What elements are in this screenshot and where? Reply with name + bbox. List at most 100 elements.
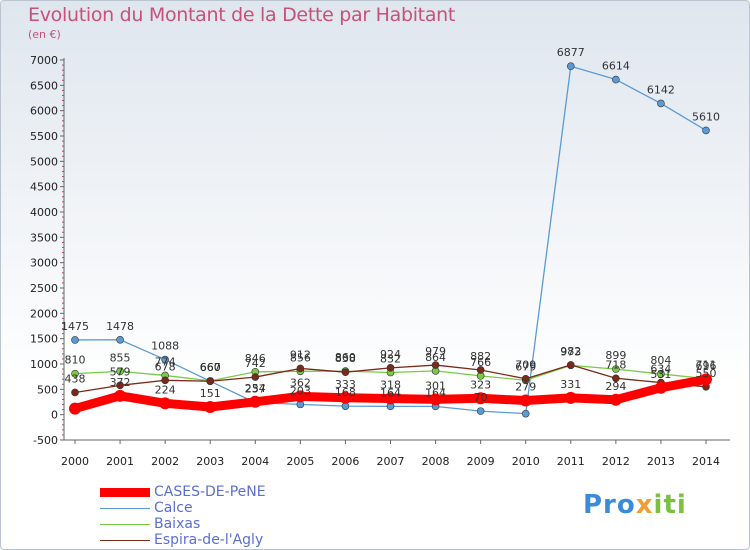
data-label: 1088	[151, 340, 179, 353]
data-label: 331	[560, 378, 581, 391]
data-label: 279	[515, 381, 536, 394]
data-label: 832	[380, 353, 401, 366]
data-label: 864	[425, 351, 446, 364]
data-point	[294, 390, 307, 403]
data-point	[71, 369, 79, 378]
data-label: 237	[245, 383, 266, 396]
data-point	[71, 336, 79, 344]
data-point	[431, 361, 440, 369]
data-label: 168	[335, 386, 356, 399]
y-tick-label: 4500	[30, 181, 58, 194]
data-label: 6614	[602, 60, 630, 73]
data-point	[69, 402, 81, 415]
data-label: 1475	[61, 320, 89, 333]
data-label: 362	[290, 376, 311, 389]
data-point	[341, 368, 350, 377]
data-label: 855	[110, 351, 131, 364]
data-label: 224	[155, 383, 176, 396]
data-label: 667	[200, 361, 221, 374]
data-point	[700, 373, 712, 386]
legend-label: Calce	[154, 500, 193, 516]
x-tick-label: 2008	[422, 455, 450, 468]
data-label: 678	[155, 360, 176, 373]
data-label: 294	[605, 380, 626, 393]
data-point	[654, 381, 667, 394]
data-label: 810	[65, 354, 86, 367]
data-point	[159, 397, 172, 410]
legend-label: Baixas	[154, 516, 201, 532]
data-label: 774	[155, 355, 176, 368]
data-point	[657, 99, 665, 108]
data-label: 531	[650, 368, 671, 381]
x-tick-label: 2010	[512, 455, 540, 468]
data-label: 164	[380, 386, 401, 399]
data-point	[657, 370, 665, 378]
data-label: 709	[515, 359, 536, 372]
data-label: 660	[200, 361, 221, 374]
y-tick-label: -500	[33, 434, 58, 447]
data-label: 333	[335, 378, 356, 391]
data-label: 254	[245, 382, 266, 395]
data-label: 318	[380, 379, 401, 392]
chart-unit-label: (en €)	[28, 28, 61, 41]
data-label: 634	[650, 363, 671, 376]
data-label: 323	[470, 378, 491, 391]
logo-part-1: Pro	[583, 490, 636, 520]
data-label: 882	[470, 350, 491, 363]
data-point	[384, 392, 397, 405]
y-tick-label: 6500	[30, 79, 58, 92]
data-label: 6877	[557, 46, 585, 59]
data-point	[476, 366, 485, 374]
x-tick-label: 2002	[151, 455, 179, 468]
data-label: 979	[425, 345, 446, 358]
x-tick-label: 2005	[286, 455, 314, 468]
data-point	[521, 409, 530, 418]
legend-swatch	[100, 524, 150, 525]
chart-title: Evolution du Montant de la Dette par Hab…	[28, 4, 456, 26]
data-point	[161, 376, 169, 385]
data-label: 982	[560, 345, 581, 358]
data-point	[339, 391, 352, 404]
data-label: 856	[290, 351, 311, 364]
data-point	[476, 407, 485, 415]
data-point	[474, 392, 487, 405]
data-label: 718	[605, 358, 626, 371]
data-label: 5610	[692, 110, 720, 123]
x-tick-label: 2001	[106, 455, 134, 468]
data-point	[429, 393, 442, 406]
data-point	[116, 367, 124, 376]
y-tick-label: 6000	[30, 105, 58, 118]
x-tick-label: 2012	[602, 455, 630, 468]
data-point	[612, 374, 620, 383]
logo-part-3: iti	[653, 490, 687, 520]
data-label: 766	[470, 356, 491, 369]
y-tick-label: 2500	[30, 282, 58, 295]
data-point	[702, 126, 710, 135]
x-tick-label: 2000	[61, 455, 89, 468]
data-label: 679	[515, 360, 536, 373]
legend-label: Espira-de-l'Agly	[154, 532, 264, 548]
data-point	[116, 381, 124, 390]
data-label: 70	[474, 391, 488, 404]
x-tick-label: 2007	[377, 455, 405, 468]
x-tick-label: 2006	[331, 455, 359, 468]
data-label: 550	[696, 367, 717, 380]
logo-part-2: x	[635, 490, 654, 520]
data-point	[161, 355, 169, 364]
data-label: 203	[290, 384, 311, 397]
data-label: 912	[290, 348, 311, 361]
x-tick-label: 2013	[647, 455, 675, 468]
x-tick-label: 2009	[467, 455, 495, 468]
data-label: 804	[650, 354, 671, 367]
data-point	[609, 393, 622, 406]
y-tick-label: 5000	[30, 155, 58, 168]
data-label: 151	[200, 387, 221, 400]
y-tick-label: 4000	[30, 206, 58, 219]
y-tick-label: 500	[37, 383, 58, 396]
data-point	[519, 394, 532, 407]
data-label: 696	[696, 359, 717, 372]
data-label: 438	[65, 372, 86, 385]
data-label: 860	[335, 351, 356, 364]
